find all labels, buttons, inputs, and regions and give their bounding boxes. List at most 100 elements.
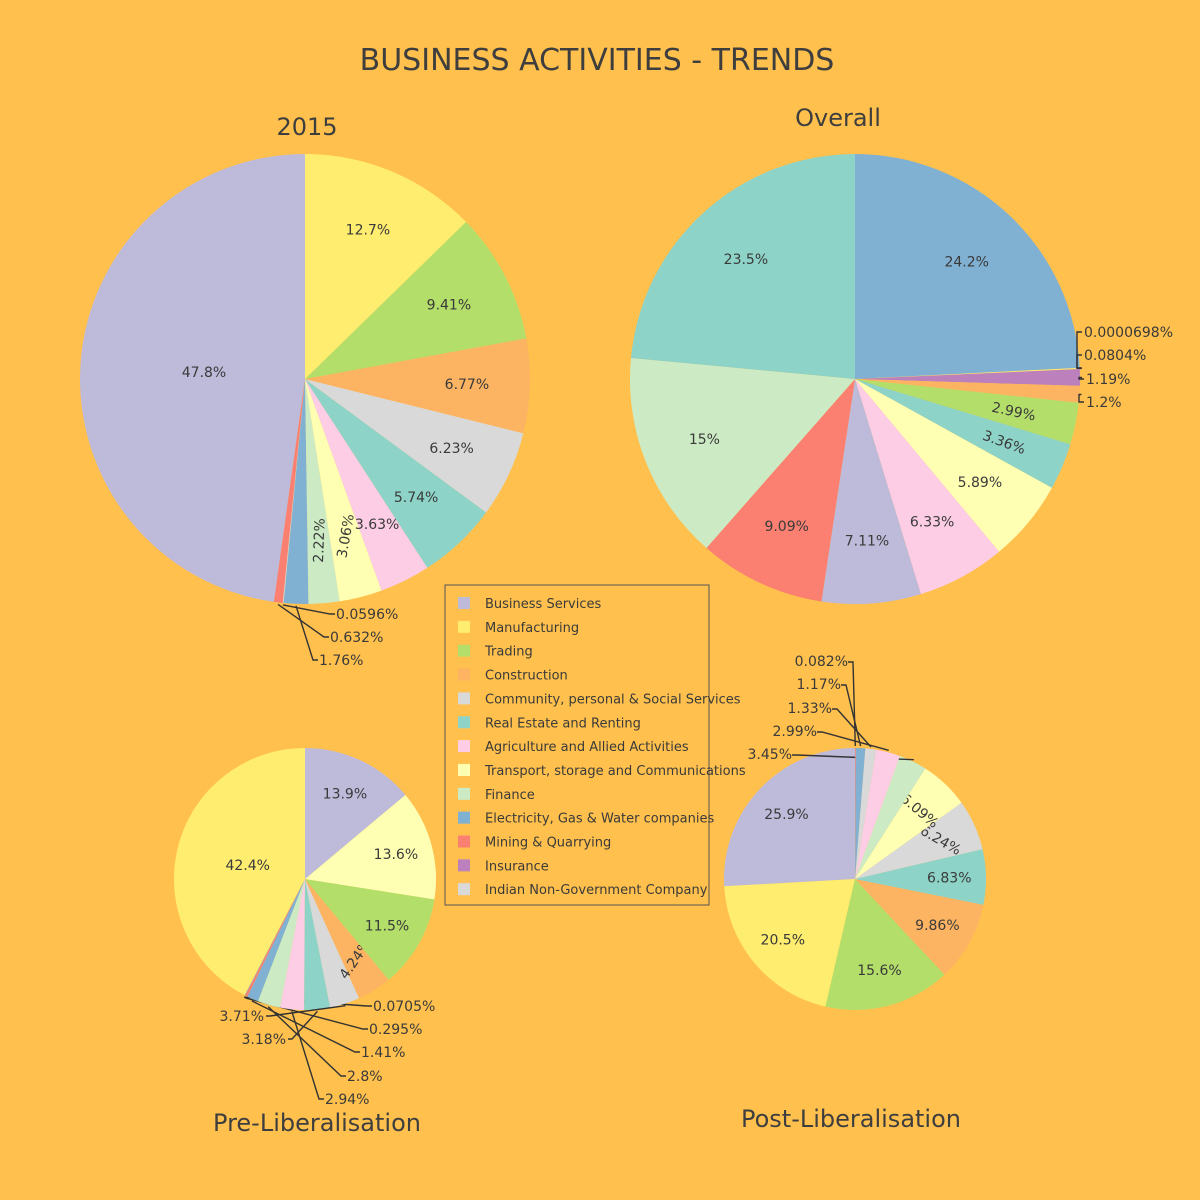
leader-line [267,1006,346,1077]
leader-line [291,1011,324,1100]
legend-swatch-community-personal-social-services [458,692,470,705]
slice-value-label: 6.77% [445,377,489,393]
slice-electricity-gas-water-companies-0 [855,154,1080,379]
slice-transport-storage-and-communications-10 [305,794,436,900]
leader-line [832,708,872,748]
slice-value-label: 3.18% [242,1032,286,1048]
slice-real-estate-and-renting-7 [305,379,487,568]
slice-real-estate-and-renting-6 [855,379,1071,488]
slice-electricity-gas-water-companies-3 [247,879,305,1002]
slice-value-label: 9.41% [427,298,471,314]
legend-item-transport-storage-and-communications: Transport, storage and Communications [484,764,746,779]
legend-item-electricity-gas-water-companies: Electricity, Gas & Water companies [485,812,714,827]
slice-community-personal-social-services-7 [305,879,360,1008]
slice-construction-9 [305,338,530,434]
pie-post-liberalisation: Post-Liberalisation 25.9% 20.5% 15.6% 9.86% 6… [723,654,987,1133]
slice-indian-non-government-company-9 [855,748,877,879]
leader-line [277,603,329,638]
pie-title-overall: Overall [795,104,881,132]
slice-real-estate-and-renting-6 [304,879,331,1011]
slice-value-label: 47.8% [182,365,226,381]
slice-value-label: 20.5% [761,933,805,949]
legend-item-agriculture-and-allied-activities: Agriculture and Allied Activities [485,740,689,755]
slice-agriculture-and-allied-activities-6 [305,379,428,591]
slice-finance-4 [257,879,305,1008]
slice-value-label: 24.2% [944,255,988,271]
slice-value-label: 7.11% [845,534,889,550]
slice-value-label: 12.7% [346,223,390,239]
slice-value-label: 15.6% [857,963,901,979]
legend-swatch-trading [458,644,470,657]
slice-construction-8 [305,879,389,999]
slice-value-label: 1.33% [788,701,832,717]
legend-item-trading: Trading [484,645,533,660]
slice-value-label: 3.45% [748,747,792,763]
leader-line [1078,376,1084,380]
slice-agriculture-and-allied-activities-8 [855,749,900,879]
slice-electricity-gas-water-companies-3 [283,379,309,604]
legend-item-manufacturing: Manufacturing [485,621,579,636]
legend-swatch-finance [458,787,470,800]
slice-value-label: 3.63% [355,517,399,533]
slice-value-label: 1.41% [361,1045,405,1061]
slice-finance-7 [855,755,926,879]
leader-line [848,661,856,747]
slice-trading-5 [855,379,1079,445]
leader-line [266,1005,346,1017]
legend-swatch-construction [458,668,470,681]
pie-2015: 2015 47.8% 0.632% 0.0596% 1.76% 2.22% 3.06%3.6… [80,113,530,669]
slice-value-label: 0.0596% [336,607,398,623]
legend-swatch-agriculture-and-allied-activities [458,740,470,753]
slice-value-label: 25.9% [764,807,808,823]
slice-value-label: 23.5% [724,252,768,268]
pie-overall: Overall24.2%0.0000698%0.0804%1.19%1.2%2.… [629,104,1173,605]
slice-indian-non-government-company-2 [282,379,305,603]
slice-transport-storage-and-communications-6 [855,768,962,879]
legend-item-construction: Construction [485,669,568,684]
leader-line [288,1010,318,1040]
slice-value-label: 2.94% [325,1092,369,1108]
slice-value-label: 5.89% [958,475,1002,491]
legend-item-community-personal-social-services: Community, personal & Social Services [485,692,741,707]
slice-transport-storage-and-communications-7 [855,379,1052,552]
legend-item-insurance: Insurance [485,859,549,874]
slice-mining-quarrying-2 [245,879,305,997]
slice-value-label: 0.0804% [1084,348,1146,364]
leader-line [251,1000,360,1053]
slice-construction-3 [855,879,984,975]
slice-business-services-0 [723,748,855,887]
slice-community-personal-social-services-5 [855,802,983,879]
legend-swatch-insurance [458,859,470,872]
slice-finance-11 [629,358,855,548]
slice-value-label: 2.22% [311,518,329,563]
slice-value-label: 13.6% [374,847,418,863]
slice-value-label: 1.2% [1086,395,1122,411]
leader-line [295,605,318,661]
legend-swatch-electricity-gas-water-companies [458,811,470,824]
slice-trading-10 [305,221,527,379]
legend-swatch-indian-non-government-company [458,883,470,896]
slice-business-services-0 [80,154,305,602]
chart-title: BUSINESS ACTIVITIES - TRENDS [360,43,835,78]
slice-value-label: 0.632% [330,630,383,646]
pie-title-2015: 2015 [276,113,337,141]
leader-line [282,604,335,615]
legend-swatch-transport-storage-and-communications [458,763,470,776]
slice-value-label: 3.06% [334,513,357,560]
legend-swatch-manufacturing [458,620,470,633]
slice-manufacturing-11 [305,154,467,379]
slice-mining-quarrying-10 [706,379,855,602]
slice-mining-quarrying-1 [273,379,305,603]
slice-value-label: 9.09% [764,519,808,535]
leader-line [817,731,889,751]
slice-trading-9 [305,879,435,980]
slice-manufacturing-1 [724,879,855,1007]
slice-value-label: 15% [689,432,720,448]
slice-business-services-11 [305,748,406,879]
legend-swatch-business-services [458,597,470,609]
slice-construction-4 [855,379,1080,403]
legend-item-indian-non-government-company: Indian Non-Government Company [485,883,708,898]
legend-item-mining-quarrying: Mining & Quarrying [485,836,611,851]
slice-real-estate-and-renting-4 [855,849,987,905]
legend-swatch-real-estate-and-renting [458,716,470,729]
